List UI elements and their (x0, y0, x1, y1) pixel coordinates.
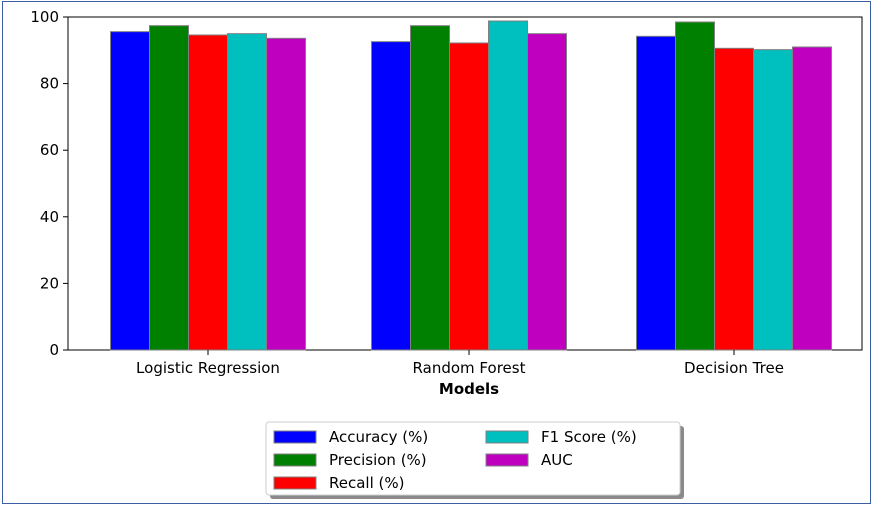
bar-2-4 (792, 46, 832, 351)
x-tick-label: Decision Tree (684, 359, 784, 377)
bar-1-3 (488, 20, 528, 351)
bar-0-4 (266, 37, 306, 351)
x-tick-label: Random Forest (413, 359, 526, 377)
x-axis-ticks: Logistic Regression Random Forest Decision… (136, 350, 784, 377)
bar-0-3 (227, 33, 267, 351)
legend-items: Accuracy (%) Precision (%) Recall (%) F1 Sc… (273, 428, 637, 492)
legend-label: Precision (%) (329, 451, 427, 469)
bar-1-4 (527, 33, 567, 351)
legend-swatch (485, 453, 529, 467)
bar-0-1 (149, 25, 189, 351)
bars-group (110, 20, 832, 351)
bar-2-2 (714, 47, 754, 351)
legend-label: AUC (541, 451, 573, 469)
bar-1-1 (410, 25, 450, 351)
bar-1-0 (371, 41, 411, 351)
y-tick-label: 100 (30, 8, 59, 26)
y-tick-label: 60 (40, 141, 59, 159)
legend-label: Recall (%) (329, 474, 404, 492)
bar-0-2 (188, 34, 228, 351)
legend-swatch (273, 476, 317, 490)
bar-2-1 (675, 21, 715, 351)
legend-label: Accuracy (%) (329, 428, 428, 446)
y-axis-ticks: 0 20 40 60 80 100 (30, 8, 68, 359)
bar-0-0 (110, 31, 150, 351)
legend: Accuracy (%) Precision (%) Recall (%) F1 Sc… (265, 421, 684, 499)
y-tick-label: 80 (40, 75, 59, 93)
bar-2-3 (753, 49, 793, 351)
y-tick-label: 0 (49, 341, 59, 359)
legend-swatch (485, 430, 529, 444)
x-tick-label: Logistic Regression (136, 359, 280, 377)
legend-label: F1 Score (%) (541, 428, 637, 446)
y-tick-label: 20 (40, 274, 59, 292)
bar-1-2 (449, 42, 489, 351)
x-axis-title: Models (439, 380, 499, 398)
legend-swatch (273, 430, 317, 444)
bar-2-0 (636, 35, 676, 351)
legend-swatch (273, 453, 317, 467)
legend-box (265, 421, 681, 496)
y-tick-label: 40 (40, 208, 59, 226)
